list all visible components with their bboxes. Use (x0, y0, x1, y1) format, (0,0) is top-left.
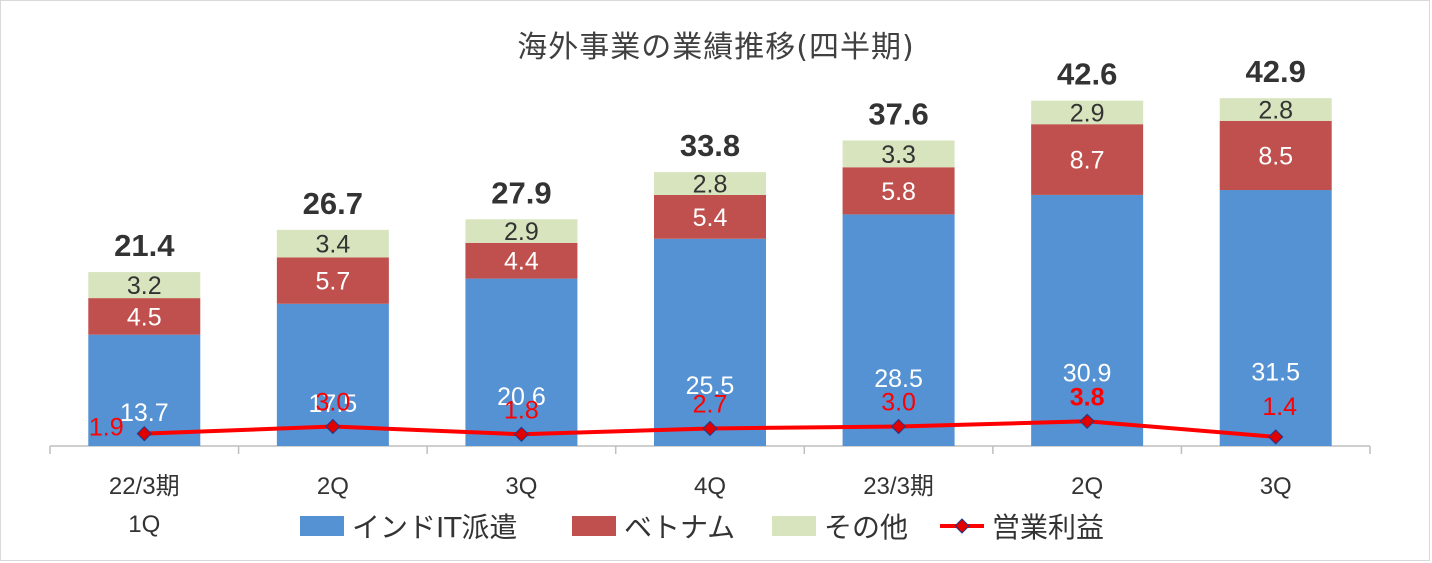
x-tick-label: 4Q (694, 473, 726, 500)
data-label: 13.7 (120, 399, 169, 427)
bar-segment (1031, 194, 1144, 446)
bar-segment (88, 272, 201, 299)
operating-profit-marker (513, 426, 530, 443)
operating-profit-label: 3.0 (881, 389, 916, 417)
operating-profit-marker (1268, 429, 1284, 445)
total-label: 37.6 (868, 96, 928, 131)
bar-segment (842, 167, 955, 215)
data-label: 5.4 (693, 204, 728, 232)
bar-segment (654, 194, 766, 239)
data-label: 20.6 (497, 383, 546, 411)
legend-swatch-other (772, 516, 816, 536)
data-label: 28.5 (874, 365, 923, 393)
operating-profit-label: 2.7 (693, 390, 728, 418)
x-tick-label: 3Q (505, 473, 537, 500)
bar-segment (88, 298, 201, 335)
data-label: 8.5 (1258, 142, 1293, 170)
bar-segment (842, 140, 955, 168)
x-tick-label: 23/3期 (863, 473, 934, 500)
bar-segment (276, 229, 389, 258)
legend-item-operating-profit: 営業利益 (940, 506, 1104, 546)
total-label: 27.9 (491, 175, 551, 210)
operating-profit-marker (890, 418, 907, 435)
data-label: 8.7 (1070, 147, 1105, 175)
data-label: 2.9 (1070, 99, 1105, 127)
data-label: 3.2 (127, 272, 162, 300)
bar-segment (465, 242, 578, 279)
bar-segment (654, 238, 766, 446)
data-label: 5.7 (315, 268, 350, 296)
bar-segment (1031, 124, 1144, 195)
legend-item-other: その他 (772, 506, 908, 546)
operating-profit-label: 1.9 (89, 414, 124, 442)
legend-swatch-operating-profit (940, 518, 984, 534)
legend-item-vietnam: ベトナム (572, 506, 735, 546)
x-tick-label: 1Q (128, 511, 160, 538)
total-label: 26.7 (303, 186, 363, 221)
legend-label-operating-profit: 営業利益 (992, 511, 1105, 544)
x-tick-label: 3Q (1260, 473, 1292, 500)
operating-profit-label: 3.0 (315, 389, 350, 417)
total-label: 42.9 (1246, 54, 1306, 89)
x-tick-label: 2Q (1071, 473, 1103, 500)
data-label: 3.4 (315, 231, 350, 259)
data-label: 25.5 (686, 372, 735, 400)
operating-profit-marker (702, 420, 718, 437)
bar-segment (1219, 120, 1332, 191)
x-tick-label: 2Q (317, 473, 349, 500)
bar-segment (465, 278, 578, 446)
bar-segment (1219, 190, 1332, 446)
legend-label-india: インドIT派遣 (352, 511, 518, 544)
data-label: 2.8 (693, 171, 728, 199)
x-tick-label: 22/3期 (109, 473, 180, 500)
chart-title: 海外事業の業績推移(四半期) (517, 30, 915, 65)
data-label: 5.8 (881, 178, 916, 206)
data-label: 4.5 (127, 303, 162, 331)
bar-segment (276, 257, 389, 304)
data-label: 17.5 (309, 390, 358, 418)
data-label: 4.4 (504, 248, 539, 276)
operating-profit-marker (136, 425, 152, 442)
data-label: 2.8 (1258, 97, 1293, 125)
bar-segment (1219, 98, 1332, 121)
data-label: 30.9 (1063, 360, 1112, 388)
operating-profit-label: 1.4 (1262, 393, 1297, 421)
bar-segment (842, 214, 955, 446)
legend-label-other: その他 (824, 511, 909, 544)
legend-item-india: インドIT派遣 (300, 506, 517, 546)
total-label: 42.6 (1057, 57, 1117, 92)
bar-segment (654, 172, 766, 195)
bar-segment (1031, 100, 1144, 125)
bar-segment (465, 219, 578, 243)
operating-profit-marker (1079, 413, 1095, 430)
legend-swatch-vietnam (572, 516, 616, 536)
operating-profit-label: 3.8 (1070, 383, 1105, 411)
legend-swatch-india (300, 516, 344, 536)
data-label: 2.9 (504, 218, 539, 246)
total-label: 21.4 (114, 228, 175, 263)
operating-profit-marker (325, 418, 341, 435)
total-label: 33.8 (680, 128, 740, 163)
legend-label-vietnam: ベトナム (624, 511, 736, 544)
operating-profit-label: 1.8 (504, 396, 539, 424)
chart-legend: インドIT派遣 ベトナム その他 営業利益 (300, 506, 1200, 546)
data-label: 3.3 (881, 141, 916, 169)
data-label: 31.5 (1251, 358, 1300, 386)
